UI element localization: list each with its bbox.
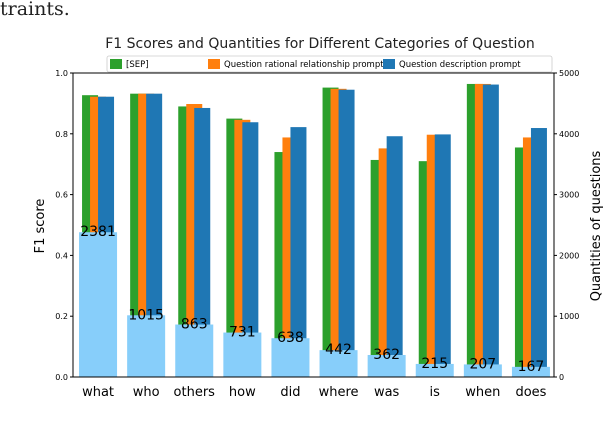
y-tick-label: 0.8: [55, 130, 68, 139]
bars-layer: [82, 83, 547, 378]
x-tick-where: where: [319, 385, 359, 400]
quantity-bars-layer: 2381 1015 863 731 638 442 362 215 207 167: [79, 224, 550, 377]
x-tick-who: who: [133, 385, 160, 400]
legend: [SEP] Question rational relationship prom…: [106, 55, 553, 73]
quantity-bar-how: [223, 332, 262, 377]
y-right-tick-label: 4000: [559, 130, 579, 139]
quantity-bar-when: [463, 364, 502, 377]
quantity-bar-where: [319, 350, 358, 377]
bar-how-series-3: [242, 122, 259, 377]
quantity-label-where: 442: [325, 342, 352, 358]
legend-label-3: Question description prompt: [399, 60, 521, 70]
y-right-tick-label: 0: [559, 373, 564, 382]
quantity-bar-others: [175, 324, 214, 377]
x-tick-how: how: [229, 385, 256, 400]
legend-label-2: Question rational relationship prompt: [224, 60, 384, 70]
bar-did-series-3: [290, 127, 307, 377]
quantity-label-was: 362: [373, 347, 400, 363]
legend-swatch-3: [383, 59, 395, 69]
quantity-label-did: 638: [277, 330, 304, 346]
legend-swatch-1: [110, 59, 122, 69]
y-axis-right-label: Quantities of questions: [589, 150, 604, 301]
x-tick-others: others: [174, 385, 216, 400]
quantity-label-when: 207: [469, 356, 496, 372]
y-right-tick-label: 1000: [559, 312, 579, 321]
y-right-tick-label: 3000: [559, 191, 579, 200]
f1-quantities-chart: F1 Scores and Quantities for Different C…: [33, 36, 604, 400]
bar-was-series-3: [386, 136, 403, 377]
y-tick-label: 0.0: [55, 373, 68, 382]
bar-when-series-3: [482, 84, 499, 377]
quantity-label-how: 731: [229, 325, 256, 341]
quantity-bar-was: [367, 354, 406, 377]
y-right-tick-label: 2000: [559, 251, 579, 260]
legend-label-1: [SEP]: [126, 60, 149, 70]
x-tick-does: does: [515, 385, 546, 400]
x-tick-what: what: [82, 385, 114, 400]
y-axis-label: F1 score: [33, 199, 48, 254]
bar-others-series-3: [194, 107, 211, 378]
quantity-label-who: 1015: [128, 307, 164, 323]
bar-who-series-3: [146, 93, 163, 377]
y-right-tick-label: 5000: [559, 69, 579, 78]
chart-title: F1 Scores and Quantities for Different C…: [105, 36, 535, 52]
x-tick-when: when: [465, 385, 500, 400]
x-tick-is: is: [430, 385, 441, 400]
axes-layer: what who others how did where was is when does 0.0…: [55, 69, 579, 400]
quantity-bar-is: [415, 363, 454, 377]
quantity-label-others: 863: [181, 317, 208, 333]
bar-is-series-3: [434, 134, 451, 377]
x-tick-did: did: [280, 385, 300, 400]
quantity-label-what: 2381: [80, 224, 116, 240]
quantity-bar-who: [127, 315, 166, 377]
y-tick-label: 0.4: [55, 251, 68, 260]
quantity-label-is: 215: [421, 356, 448, 372]
context-top-text: traints.: [0, 0, 70, 20]
y-tick-label: 0.2: [55, 312, 68, 321]
y-tick-label: 0.6: [55, 191, 68, 200]
quantity-bar-did: [271, 338, 310, 377]
quantity-label-does: 167: [518, 359, 545, 375]
bar-does-series-3: [530, 128, 547, 377]
bar-where-series-3: [338, 89, 355, 377]
legend-swatch-2: [208, 59, 220, 69]
x-tick-was: was: [374, 385, 400, 400]
quantity-bar-what: [79, 232, 118, 377]
quantity-bar-does: [511, 366, 550, 377]
y-tick-label: 1.0: [55, 69, 68, 78]
